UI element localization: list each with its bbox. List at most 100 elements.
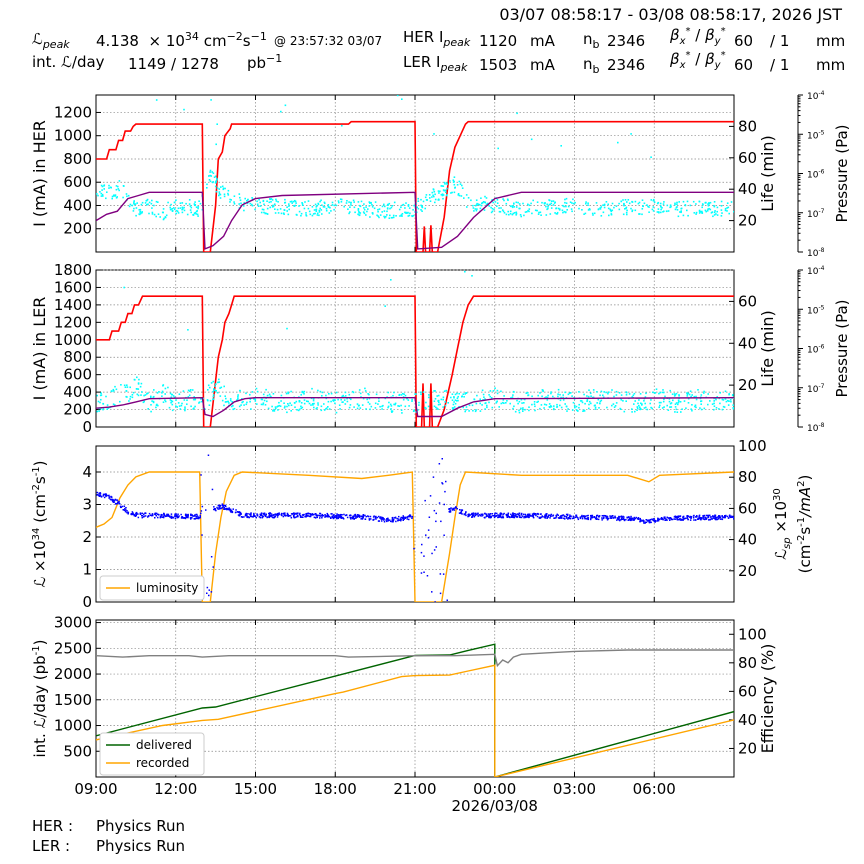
life-point [657, 208, 660, 210]
life-point [713, 402, 715, 405]
specific-point [374, 517, 377, 519]
y2-tick-label: 60 [738, 499, 757, 517]
life-point [676, 209, 679, 211]
life-point [505, 402, 507, 404]
life-point [223, 193, 226, 196]
specific-point [488, 513, 490, 515]
life-point [442, 406, 444, 408]
specific-point [406, 516, 408, 518]
specific-point [488, 516, 491, 518]
life-point [432, 194, 434, 197]
lpeak-time: @ 23:57:32 03/07 [274, 34, 383, 48]
intl-value: 1149 / 1278 [128, 55, 219, 73]
y2-tick-label: 40 [738, 334, 757, 352]
life-point [271, 405, 273, 408]
specific-point [256, 514, 258, 517]
life-point [267, 407, 270, 410]
specific-point [567, 518, 569, 520]
specific-point [116, 501, 119, 503]
life-point [483, 396, 485, 398]
life-point [151, 199, 153, 202]
specific-point [200, 512, 202, 515]
life-point [283, 209, 286, 211]
life-point [398, 208, 401, 211]
life-point [658, 392, 660, 395]
life-point [557, 393, 559, 395]
life-point [503, 402, 505, 404]
life-point [321, 213, 323, 215]
life-point [286, 327, 288, 330]
pressure-tick-label: 10-7 [807, 383, 825, 395]
specific-point [660, 518, 662, 520]
pressure-tick-label: 10-5 [807, 304, 825, 316]
life-point [477, 203, 480, 205]
life-point [349, 404, 352, 406]
specific-point [678, 518, 681, 521]
life-point [114, 385, 116, 388]
specific-point [134, 515, 137, 517]
life-point [341, 395, 343, 398]
specific-point [270, 514, 273, 517]
life-point [707, 393, 709, 395]
life-point [442, 398, 444, 401]
life-point [454, 186, 456, 189]
life-point [176, 406, 178, 408]
specific-point [383, 519, 385, 521]
specific-point [108, 494, 110, 497]
life-point [245, 403, 248, 406]
specific-point [590, 514, 592, 517]
life-point [493, 208, 495, 211]
specific-point [358, 514, 361, 517]
life-point [179, 408, 182, 410]
specific-point [439, 573, 442, 575]
life-point [210, 382, 213, 384]
life-point [512, 212, 515, 215]
life-point [496, 199, 499, 201]
life-point [358, 211, 360, 213]
life-point [727, 399, 729, 402]
life-point [406, 212, 409, 214]
specific-point [147, 515, 150, 517]
life-point [155, 406, 157, 409]
life-point [417, 197, 419, 200]
life-point [238, 203, 240, 205]
life-point [169, 206, 171, 209]
specific-point [328, 516, 330, 518]
life-point [214, 185, 217, 188]
life-point [175, 399, 177, 401]
ler-nb-label: nb [583, 55, 600, 76]
life-point [680, 210, 682, 212]
life-point [156, 392, 159, 394]
specific-point [106, 494, 108, 497]
life-point [274, 406, 277, 408]
life-point [674, 208, 677, 211]
life-point [457, 193, 460, 195]
life-point [378, 400, 380, 402]
specific-point [205, 509, 207, 511]
life-point [646, 408, 649, 411]
life-point [461, 187, 464, 189]
life-point [169, 392, 172, 395]
life-point [571, 409, 574, 411]
specific-point [460, 512, 462, 515]
life-point [602, 211, 605, 214]
specific-point [460, 509, 463, 511]
life-point [152, 401, 155, 404]
specific-point [104, 493, 107, 495]
life-point [227, 192, 229, 195]
specific-point [337, 516, 340, 518]
life-point [530, 138, 533, 141]
specific-point [141, 512, 143, 515]
specific-point [552, 515, 554, 517]
specific-point [396, 517, 398, 520]
life-point [131, 204, 134, 207]
life-point [277, 201, 279, 203]
specific-point [260, 513, 262, 515]
life-point [367, 208, 369, 210]
specific-point [364, 518, 366, 520]
life-point [507, 210, 509, 213]
life-point [611, 404, 613, 407]
life-point [565, 197, 568, 200]
specific-point [602, 517, 605, 520]
specific-point [411, 517, 413, 519]
